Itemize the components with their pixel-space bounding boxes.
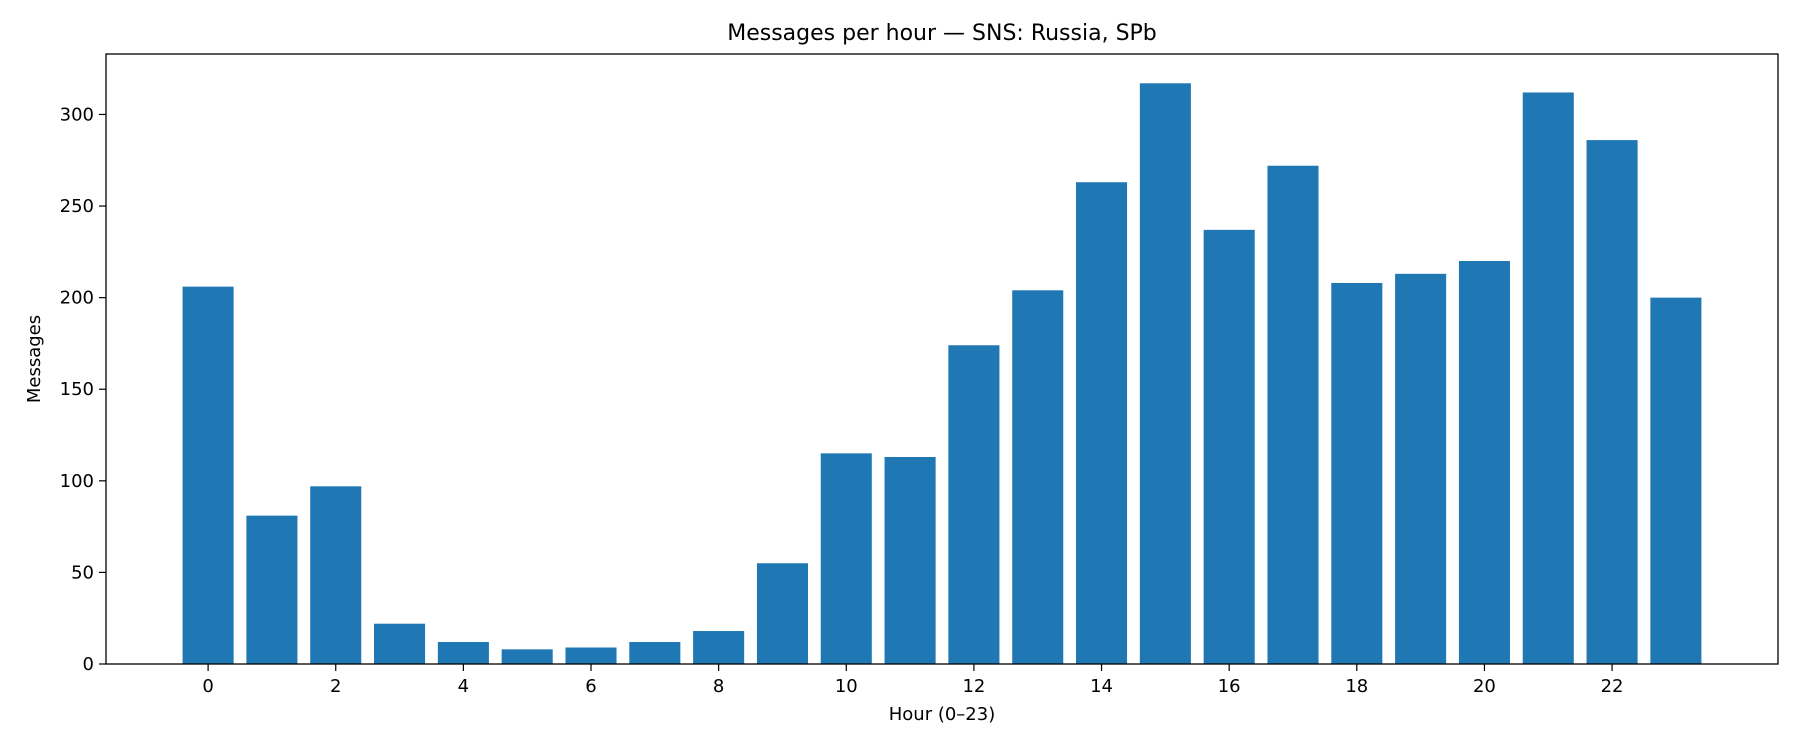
x-tick-label: 22 bbox=[1601, 676, 1624, 697]
bar-hour-0 bbox=[182, 286, 234, 664]
y-tick-label: 100 bbox=[60, 471, 94, 492]
x-tick-label: 20 bbox=[1473, 676, 1496, 697]
x-tick-label: 0 bbox=[202, 676, 213, 697]
bar-hour-9 bbox=[756, 563, 808, 664]
x-tick-label: 12 bbox=[962, 676, 985, 697]
bar-hour-8 bbox=[693, 631, 745, 664]
y-tick-label: 50 bbox=[71, 562, 94, 583]
bar-hour-23 bbox=[1650, 297, 1702, 664]
bar-hour-6 bbox=[565, 647, 617, 664]
bar-hour-3 bbox=[374, 623, 426, 664]
bar-hour-12 bbox=[948, 345, 1000, 664]
bars-group bbox=[182, 83, 1702, 665]
y-tick-label: 250 bbox=[60, 196, 94, 217]
bar-hour-4 bbox=[437, 642, 489, 664]
x-tick-label: 2 bbox=[330, 676, 341, 697]
x-tick-label: 10 bbox=[835, 676, 858, 697]
plot-frame bbox=[105, 53, 1779, 665]
x-tick-label: 18 bbox=[1345, 676, 1368, 697]
x-tick-label: 8 bbox=[713, 676, 724, 697]
x-tick-label: 4 bbox=[458, 676, 469, 697]
bar-hour-5 bbox=[501, 649, 553, 664]
bar-hour-2 bbox=[310, 486, 362, 664]
chart-title: Messages per hour — SNS: Russia, SPb bbox=[727, 21, 1157, 46]
bar-hour-22 bbox=[1586, 140, 1638, 665]
bar-hour-16 bbox=[1203, 229, 1255, 665]
bar-hour-15 bbox=[1139, 83, 1191, 664]
x-axis-label: Hour (0–23) bbox=[889, 704, 995, 725]
bar-hour-1 bbox=[246, 515, 298, 664]
y-axis-ticks: 0 50 100 150 200 250 300 bbox=[60, 104, 106, 675]
x-axis-ticks: 0 2 4 6 8 10 12 14 16 18 20 22 bbox=[202, 664, 1624, 697]
y-tick-label: 0 bbox=[83, 654, 94, 675]
y-tick-label: 300 bbox=[60, 104, 94, 125]
bar-hour-13 bbox=[1012, 290, 1064, 664]
bar-hour-20 bbox=[1458, 260, 1510, 664]
x-tick-label: 14 bbox=[1090, 676, 1113, 697]
bar-hour-11 bbox=[884, 457, 936, 664]
x-tick-label: 6 bbox=[585, 676, 596, 697]
bar-hour-21 bbox=[1522, 92, 1574, 665]
y-tick-label: 200 bbox=[60, 288, 94, 309]
bar-hour-19 bbox=[1395, 273, 1447, 664]
bar-hour-17 bbox=[1267, 165, 1319, 664]
bar-hour-10 bbox=[820, 453, 872, 664]
y-axis-label: Messages bbox=[24, 315, 45, 403]
bar-hour-7 bbox=[629, 642, 681, 664]
y-tick-label: 150 bbox=[60, 379, 94, 400]
x-tick-label: 16 bbox=[1218, 676, 1241, 697]
bar-hour-18 bbox=[1331, 282, 1383, 664]
bar-hour-14 bbox=[1076, 182, 1128, 665]
